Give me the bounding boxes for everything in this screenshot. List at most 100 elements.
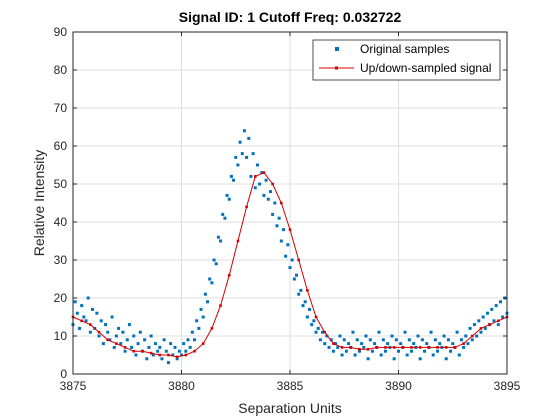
- sample-point: [225, 193, 229, 197]
- sample-point: [357, 349, 361, 353]
- sample-point: [485, 311, 489, 315]
- sample-point: [253, 186, 257, 190]
- legend: Original samples Up/down-sampled signal: [312, 39, 501, 81]
- sample-point: [75, 311, 79, 315]
- signal-point: [158, 353, 162, 357]
- sample-point: [436, 349, 440, 353]
- sample-point: [438, 342, 442, 346]
- signal-point: [340, 346, 344, 349]
- sample-point: [121, 330, 125, 334]
- sample-point: [201, 315, 205, 319]
- sample-point: [232, 178, 236, 182]
- signal-point: [306, 289, 309, 292]
- sample-point: [234, 155, 238, 159]
- sample-point: [160, 357, 164, 361]
- sample-point: [340, 353, 344, 357]
- sample-point: [297, 292, 301, 296]
- sample-point: [334, 342, 338, 346]
- sample-point: [262, 193, 266, 197]
- sample-point: [106, 330, 110, 334]
- sample-point: [281, 228, 285, 232]
- sample-point: [418, 357, 422, 361]
- sample-point: [451, 342, 455, 346]
- sample-point: [429, 330, 433, 334]
- sample-point: [470, 338, 474, 342]
- sample-point: [344, 349, 348, 353]
- signal-point: [366, 348, 370, 351]
- sample-point: [279, 239, 283, 243]
- sample-point: [119, 342, 123, 346]
- sample-point: [134, 353, 138, 357]
- y-tick-label-1: 10: [54, 329, 68, 343]
- sample-point: [210, 281, 214, 285]
- signal-point: [253, 175, 257, 178]
- sample-point: [292, 277, 296, 281]
- legend-sample-marker: [335, 47, 339, 51]
- signal-point: [297, 258, 300, 262]
- sample-point: [240, 152, 244, 156]
- sample-point: [299, 288, 303, 292]
- sample-point: [316, 326, 320, 330]
- sample-point: [91, 307, 95, 311]
- sample-point: [472, 323, 476, 327]
- signal-point: [193, 349, 196, 353]
- sample-point: [412, 342, 416, 346]
- x-tick-label-3: 3890: [385, 379, 412, 393]
- sample-point: [156, 349, 160, 353]
- signal-point: [470, 334, 474, 338]
- sample-point: [477, 319, 481, 323]
- signal-point: [245, 205, 248, 209]
- y-axis-label: Relative Intensity: [31, 150, 47, 257]
- signal-point: [349, 346, 353, 349]
- sample-point: [329, 338, 333, 342]
- sample-point: [166, 361, 170, 365]
- sample-point: [347, 342, 351, 346]
- sample-point: [197, 326, 201, 330]
- y-tick-label-2: 20: [54, 291, 68, 305]
- sample-point: [433, 338, 437, 342]
- signal-point: [288, 228, 292, 231]
- y-tick-label-8: 80: [54, 63, 68, 77]
- sample-point: [99, 319, 103, 323]
- sample-point: [227, 197, 231, 201]
- sample-point: [114, 334, 118, 338]
- sample-point: [308, 307, 312, 311]
- signal-point: [132, 349, 136, 353]
- sample-point: [219, 239, 223, 243]
- sample-point: [366, 357, 370, 361]
- sample-point: [342, 338, 346, 342]
- sample-point: [193, 338, 197, 342]
- sample-point: [353, 353, 357, 357]
- sample-point: [216, 235, 220, 239]
- sample-point: [310, 323, 314, 327]
- sample-point: [416, 334, 420, 338]
- sample-point: [277, 216, 281, 220]
- y-tick-label-7: 70: [54, 101, 68, 115]
- sample-point: [325, 334, 329, 338]
- signal-point: [271, 182, 274, 186]
- sample-point: [169, 342, 173, 346]
- signal-point: [358, 348, 361, 351]
- sample-point: [80, 304, 84, 308]
- y-tick-label-0: 0: [60, 367, 67, 381]
- sample-point: [212, 258, 216, 262]
- sample-point: [381, 338, 385, 342]
- x-tick-label-4: 3895: [494, 379, 521, 393]
- sample-point: [229, 174, 233, 178]
- sample-point: [147, 345, 151, 349]
- sample-point: [258, 182, 262, 186]
- sample-point: [481, 315, 485, 319]
- sample-point: [151, 353, 155, 357]
- sample-point: [158, 345, 162, 349]
- sample-point: [266, 197, 270, 201]
- sample-point: [327, 345, 331, 349]
- signal-point: [89, 323, 92, 326]
- sample-point: [188, 345, 192, 349]
- sample-point: [295, 273, 299, 277]
- legend-label-samples: Original samples: [360, 42, 449, 56]
- signal-point: [427, 346, 431, 349]
- sample-point: [101, 342, 105, 346]
- sample-point: [331, 349, 335, 353]
- sample-point: [143, 338, 147, 342]
